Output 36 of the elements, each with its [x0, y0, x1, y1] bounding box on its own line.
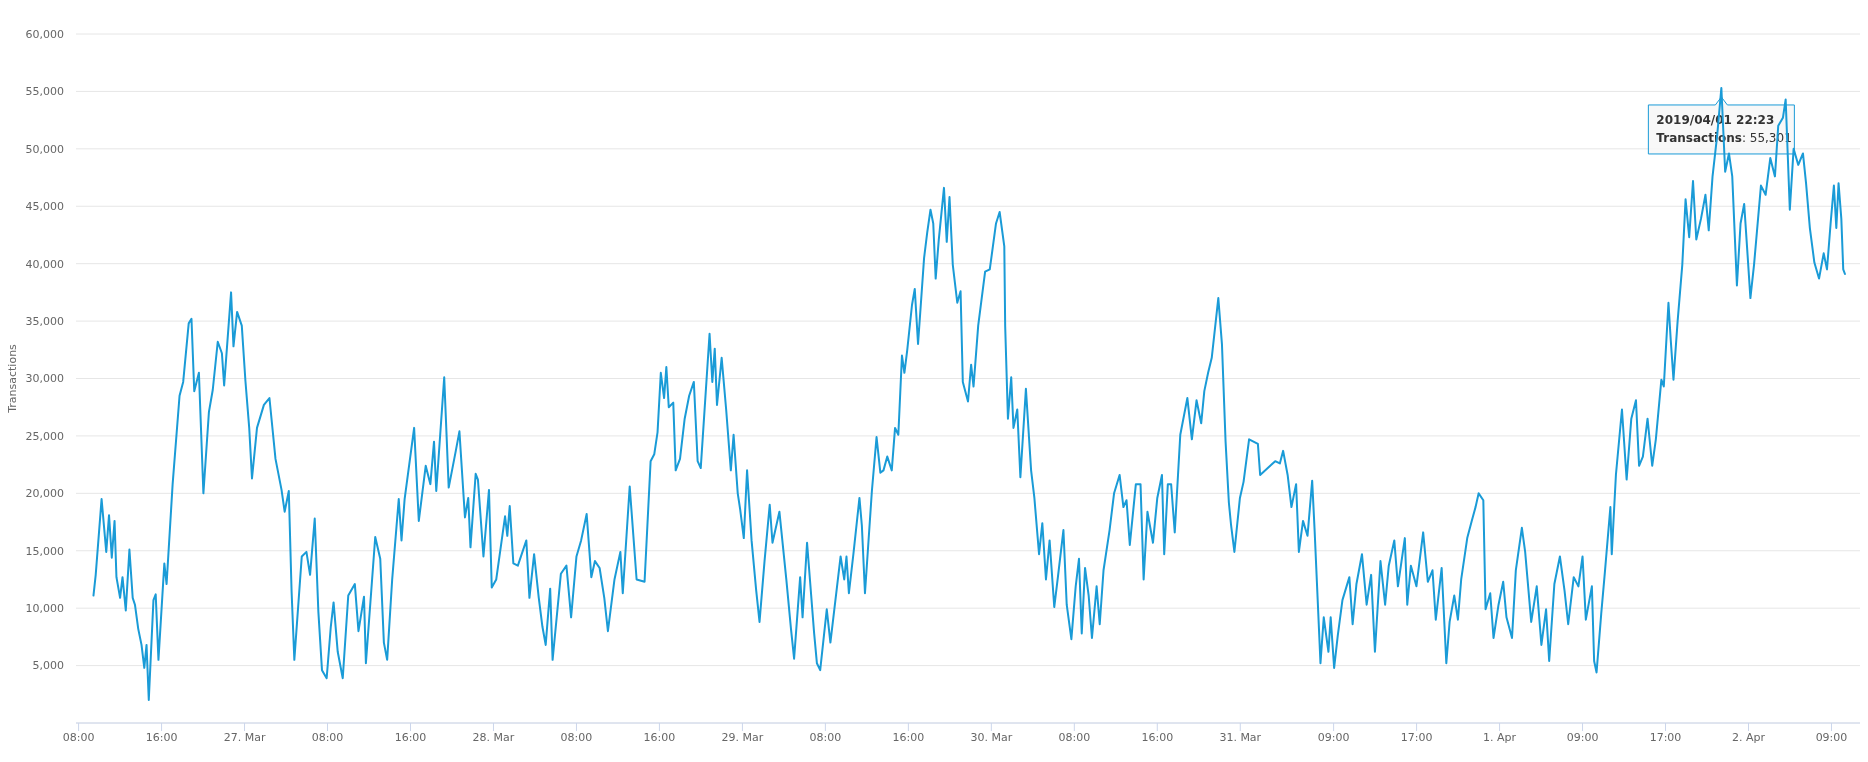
- x-tick-label: 17:00: [1649, 730, 1682, 744]
- x-tick-label: 08:00: [560, 730, 593, 744]
- x-tick-label: 09:00: [1566, 730, 1599, 744]
- x-tick-label: 08:00: [62, 730, 95, 744]
- x-tick-label: 09:00: [1815, 730, 1848, 744]
- x-tick-label: 16:00: [1141, 730, 1174, 744]
- y-tick-label: 55,000: [25, 85, 64, 99]
- x-tick-label: 08:00: [311, 730, 344, 744]
- x-tick-label: 27. Mar: [223, 730, 266, 744]
- x-tick-label: 16:00: [394, 730, 427, 744]
- y-tick-label: 5,000: [32, 659, 64, 673]
- x-tick-label: 1. Apr: [1483, 730, 1517, 744]
- x-tick-label: 16:00: [145, 730, 178, 744]
- x-tick-label: 16:00: [892, 730, 925, 744]
- x-tick-label: 17:00: [1400, 730, 1433, 744]
- y-tick-label: 45,000: [25, 200, 64, 214]
- y-tick-label: 60,000: [25, 27, 64, 41]
- y-tick-label: 50,000: [25, 142, 64, 156]
- x-tick-label: 31. Mar: [1219, 730, 1262, 744]
- y-tick-label: 35,000: [25, 314, 64, 328]
- x-tick-label: 2. Apr: [1731, 730, 1766, 744]
- y-tick-label: 25,000: [25, 429, 64, 443]
- y-axis-title: Transactions: [5, 343, 19, 414]
- x-tick-label: 28. Mar: [472, 730, 515, 744]
- y-tick-label: 15,000: [25, 544, 64, 558]
- y-tick-label: 20,000: [25, 487, 64, 501]
- line-series: [92, 86, 1846, 702]
- x-tick-label: 08:00: [809, 730, 842, 744]
- x-tick-label: 29. Mar: [721, 730, 764, 744]
- x-tick-label: 30. Mar: [970, 730, 1013, 744]
- y-tick-label: 40,000: [25, 257, 64, 271]
- x-tick-label: 09:00: [1317, 730, 1350, 744]
- y-tick-label: 30,000: [25, 372, 64, 386]
- y-tick-label: 10,000: [25, 602, 64, 616]
- x-tick-label: 08:00: [1058, 730, 1091, 744]
- x-tick-label: 16:00: [643, 730, 676, 744]
